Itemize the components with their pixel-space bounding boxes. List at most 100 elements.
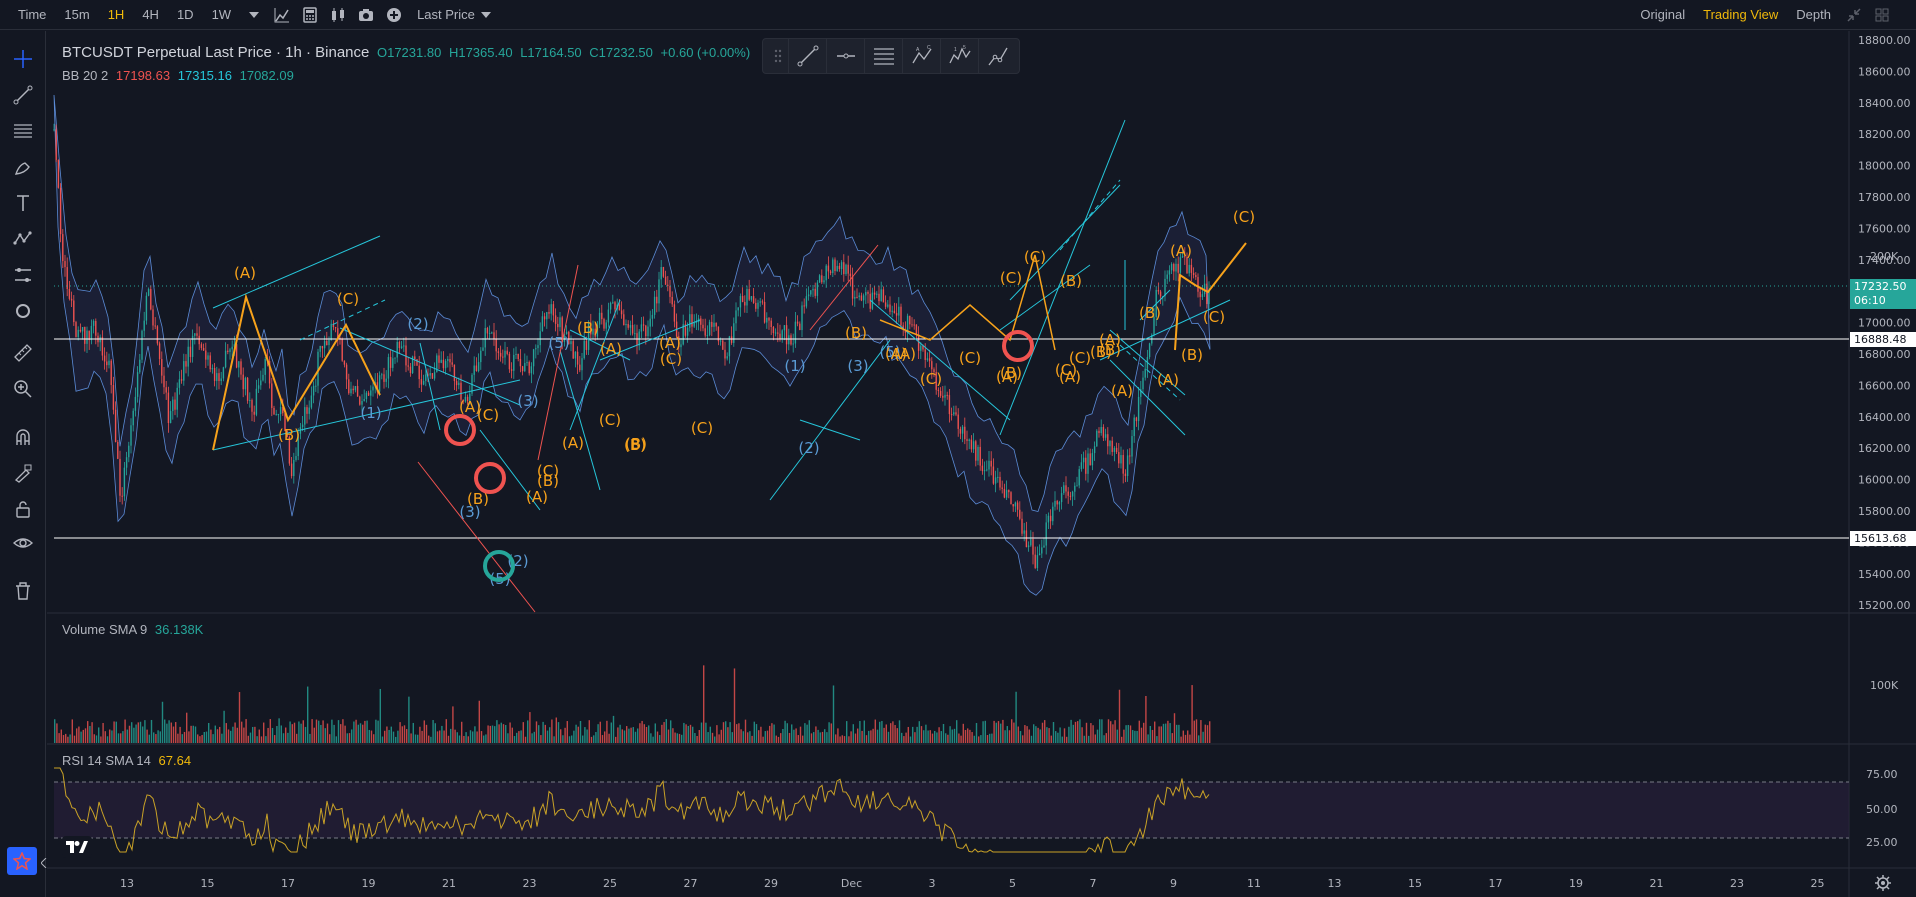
view-depth[interactable]: Depth [1796,7,1831,22]
horizontal-ray-icon[interactable] [827,39,865,73]
volume-bar [298,721,300,743]
volume-bar [243,727,245,743]
volume-label[interactable]: Volume SMA 9 [62,622,148,637]
interval-15m[interactable]: 15m [64,6,90,22]
candle-body [603,319,605,329]
drag-handle-icon[interactable] [767,39,789,73]
volume-bar [1008,730,1011,743]
calculator-icon[interactable] [296,0,324,30]
crosshair-icon[interactable] [11,47,35,71]
collapse-icon[interactable] [1840,0,1868,30]
candle-body [944,394,946,398]
symbol-title[interactable]: BTCUSDT Perpetual Last Price · 1h · Bina… [62,44,370,61]
tradingview-logo[interactable] [62,836,92,858]
wave-label: (C) [920,370,942,388]
price-type-select[interactable]: Last Price [417,6,475,22]
volume-bar [852,724,854,743]
add-icon[interactable] [380,0,408,30]
volume-bar [320,724,322,743]
path-icon[interactable] [979,39,1017,73]
candle-body [293,459,295,477]
settings-gear-icon[interactable] [1874,874,1892,892]
volume-bar [1167,720,1169,743]
volume-bar [401,726,403,743]
text-icon[interactable] [11,191,35,215]
brush-icon[interactable] [11,155,35,179]
prediction-icon[interactable] [11,263,35,287]
ruler-icon[interactable] [11,341,35,365]
bb-label[interactable]: BB 20 2 [62,68,109,83]
volume-bar [912,726,914,743]
favorites-star-icon[interactable] [7,847,37,875]
interval-dropdown-icon[interactable] [240,0,268,30]
candle-body [240,361,242,375]
fib-retracement-icon[interactable] [865,39,903,73]
interval-4h[interactable]: 4H [142,6,159,22]
candle-body [207,355,209,360]
volume-bar [863,720,865,743]
lock-icon[interactable] [11,497,35,521]
volume-bar [1022,735,1024,743]
candle-body [1023,530,1025,534]
view-original[interactable]: Original [1640,7,1686,22]
fib-icon[interactable] [11,119,35,143]
candle-body [719,340,722,342]
candle-body [680,344,682,348]
volume-bar [509,722,511,743]
candle-body [409,366,412,374]
expand-arrow-icon[interactable] [40,851,48,875]
volume-bar [234,722,236,743]
volume-bar [639,723,641,743]
interval-1w[interactable]: 1W [211,6,232,22]
line-tool-icon[interactable] [789,39,827,73]
volume-bar [161,701,164,743]
volume-bar [986,735,989,743]
chevron-down-icon[interactable] [472,0,500,30]
candle-body [1082,457,1085,463]
volume-bar [531,733,533,743]
volume-bar [782,728,784,743]
candle-body [1078,469,1080,486]
lock-drawing-icon[interactable] [11,461,35,485]
time-button[interactable]: Time [18,6,47,22]
indicators-icon[interactable] [268,0,296,30]
trend-channel-line [999,264,1091,331]
trendline-icon[interactable] [11,83,35,107]
volume-bar [155,734,157,743]
candle-body [860,295,863,301]
volume-bar [564,727,566,743]
candle-body [513,354,515,371]
candle-body [431,373,434,379]
view-trading-view[interactable]: Trading View [1703,7,1779,22]
volume-bar [905,732,907,743]
trash-icon[interactable] [11,579,35,603]
volume-bar [417,734,419,743]
rsi-label[interactable]: RSI 14 SMA 14 [62,753,151,768]
eye-icon[interactable] [11,531,35,555]
zoom-icon[interactable] [11,377,35,401]
rsi-axis-label: 25.00 [1866,836,1898,849]
volume-bar [700,722,703,743]
circle-icon[interactable] [11,299,35,323]
volume-bar [278,718,280,743]
candle-body [642,324,645,326]
volume-bar [252,726,254,743]
candle-body [400,346,403,349]
camera-icon[interactable] [352,0,380,30]
volume-bar [175,722,177,743]
magnet-icon[interactable] [11,425,35,449]
candle-body [114,409,117,443]
interval-1d[interactable]: 1D [176,6,194,22]
pattern-icon[interactable] [11,227,35,251]
volume-bar [384,730,386,743]
layout-icon[interactable] [1868,0,1896,30]
candle-type-icon[interactable] [324,0,352,30]
interval-1h[interactable]: 1H [107,6,125,22]
volume-bar [221,733,223,743]
candle-body [1005,490,1008,498]
candle-body [1168,270,1171,275]
candle-body [117,442,119,459]
